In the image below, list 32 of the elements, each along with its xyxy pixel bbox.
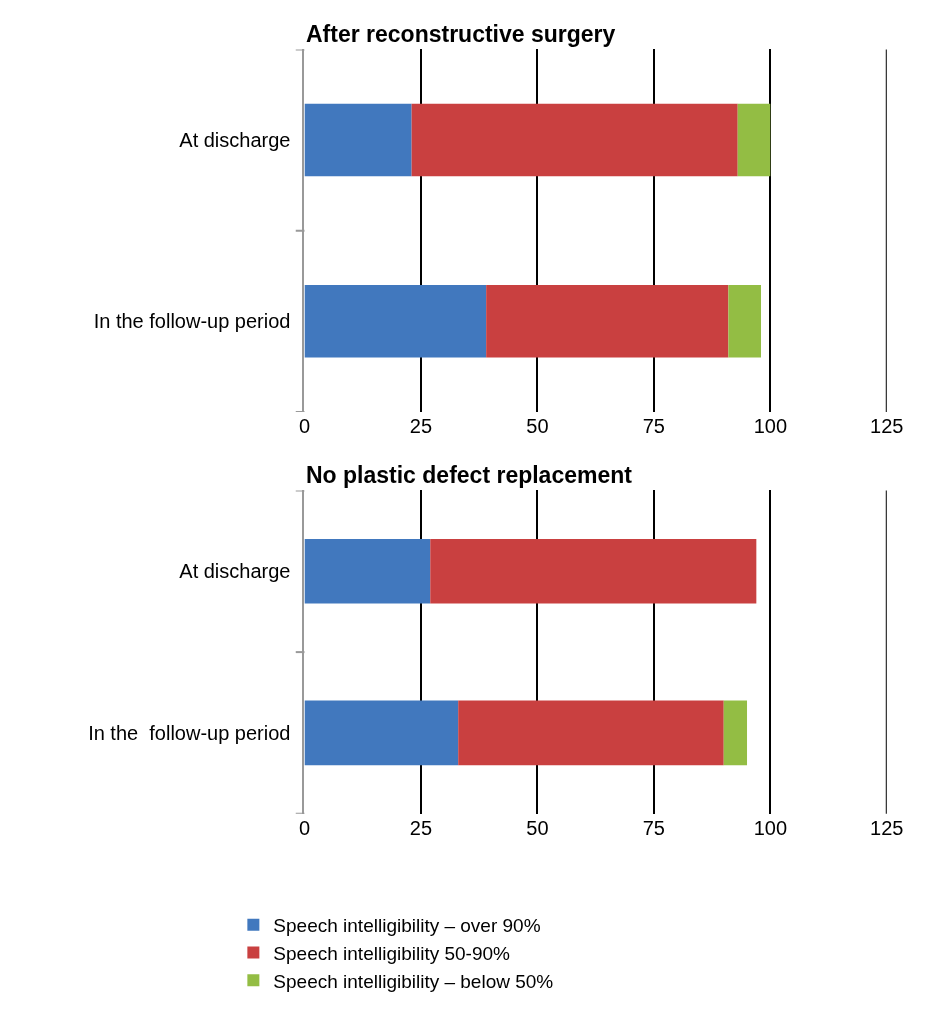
x-tick-label: 100 — [753, 816, 788, 839]
x-tick-label: 0 — [298, 415, 311, 437]
bar — [304, 700, 459, 766]
x-tick-label: 75 — [642, 816, 665, 839]
x-tick-label: 50 — [526, 415, 549, 437]
x-tick-label: 50 — [526, 816, 549, 839]
legend-label: Speech intelligibility – over 90% — [273, 915, 541, 937]
x-tick-label: 125 — [870, 415, 904, 437]
x-tick-label: 75 — [642, 415, 665, 437]
y-tick-label: In the follow-up period — [93, 310, 291, 333]
x-tick-label: 0 — [298, 816, 311, 839]
x-tick-label: 100 — [753, 415, 788, 437]
bar — [304, 103, 412, 177]
bar — [411, 103, 738, 177]
legend-label: Speech intelligibility – below 50% — [273, 970, 554, 992]
bar — [304, 538, 431, 604]
x-tick-label: 25 — [409, 816, 433, 839]
bar — [737, 103, 771, 177]
x-tick-label: 125 — [870, 816, 904, 839]
bar — [304, 285, 487, 358]
legend-label: Speech intelligibility 50-90% — [273, 942, 511, 964]
chart-title: No plastic defect replacement — [306, 462, 633, 488]
y-tick-label: At discharge — [179, 560, 291, 583]
bar — [486, 285, 729, 358]
chart-title: After reconstructive surgery — [306, 21, 616, 47]
y-tick-label: In the follow-up period — [88, 721, 291, 744]
bar — [458, 700, 724, 766]
bar — [728, 285, 761, 358]
y-tick-label: At discharge — [179, 129, 291, 152]
bar — [430, 538, 757, 604]
x-tick-label: 25 — [409, 415, 433, 437]
bar — [723, 700, 748, 766]
